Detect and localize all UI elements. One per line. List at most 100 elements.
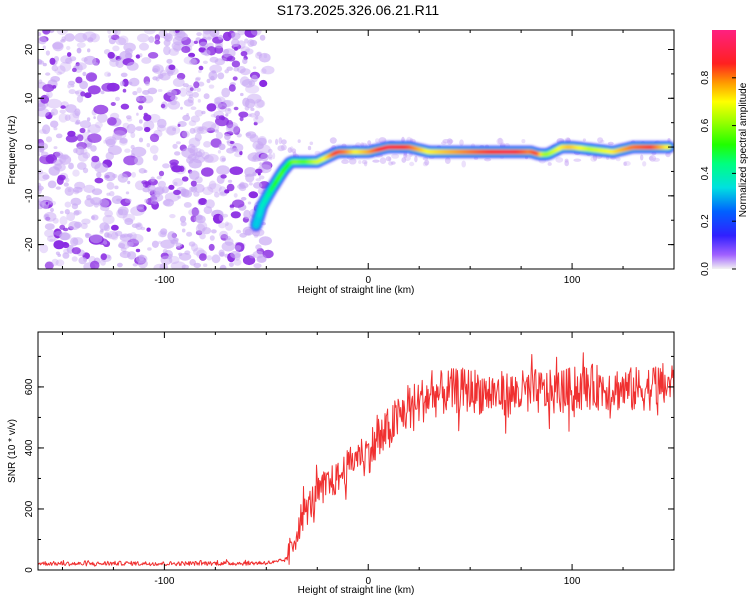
snr-panel: -100 0 100 0 200 400 600 Height of straight l…	[7, 331, 675, 596]
noise-speckle	[132, 263, 138, 267]
noise-speckle	[146, 143, 151, 148]
noise-speckle	[555, 157, 564, 163]
noise-speckle	[59, 232, 72, 241]
noise-speckle	[79, 80, 88, 90]
noise-speckle	[65, 134, 78, 143]
noise-speckle	[172, 237, 179, 243]
noise-speckle	[209, 56, 219, 63]
noise-speckle	[43, 211, 57, 222]
noise-speckle	[233, 193, 238, 198]
noise-speckle	[208, 180, 217, 190]
noise-speckle	[94, 121, 103, 129]
noise-speckle	[224, 133, 231, 140]
noise-speckle	[85, 232, 90, 237]
noise-speckle	[154, 40, 161, 45]
noise-speckle	[152, 65, 161, 73]
noise-speckle	[67, 84, 71, 89]
noise-speckle	[174, 151, 181, 156]
noise-speckle	[157, 118, 167, 129]
noise-speckle	[244, 30, 258, 38]
noise-speckle	[85, 72, 98, 82]
noise-speckle	[193, 191, 200, 197]
noise-speckle	[260, 68, 267, 74]
noise-speckle	[107, 254, 111, 259]
noise-speckle	[275, 138, 279, 145]
noise-speckle	[196, 87, 202, 93]
noise-speckle	[268, 157, 273, 161]
noise-speckle	[256, 99, 266, 108]
noise-speckle	[107, 51, 115, 59]
snr-y-axis-label: SNR (10 * v/v)	[7, 419, 18, 483]
noise-speckle	[260, 153, 269, 162]
noise-speckle	[218, 222, 227, 229]
noise-speckle	[190, 215, 197, 223]
noise-speckle	[102, 240, 108, 245]
noise-speckle	[309, 141, 314, 146]
noise-speckle	[48, 166, 60, 176]
noise-speckle	[202, 186, 214, 196]
noise-speckle	[234, 46, 238, 51]
noise-speckle	[363, 161, 368, 167]
noise-speckle	[259, 34, 266, 41]
noise-speckle	[252, 66, 257, 70]
noise-speckle	[82, 152, 91, 159]
noise-speckle	[250, 30, 262, 36]
noise-speckle	[163, 39, 171, 47]
noise-speckle	[186, 85, 194, 93]
noise-speckle	[94, 163, 109, 173]
noise-speckle	[82, 71, 87, 77]
noise-speckle	[252, 154, 258, 161]
noise-speckle	[193, 126, 205, 134]
y-tick-label: 200	[24, 500, 35, 517]
noise-speckle	[51, 64, 58, 72]
noise-speckle	[111, 231, 119, 241]
noise-speckle	[623, 161, 627, 166]
noise-speckle	[64, 209, 70, 215]
noise-speckle	[56, 176, 64, 185]
noise-speckle	[67, 52, 72, 57]
noise-speckle	[238, 183, 242, 187]
noise-speckle	[115, 96, 120, 101]
noise-speckle	[159, 72, 171, 81]
noise-speckle	[50, 207, 54, 213]
noise-speckle	[45, 136, 53, 143]
noise-speckle	[55, 259, 65, 267]
noise-speckle	[80, 222, 88, 230]
noise-speckle	[75, 62, 80, 67]
noise-speckle	[68, 89, 76, 95]
noise-speckle	[111, 133, 122, 141]
colorbar-tick-label: 0.4	[700, 166, 711, 180]
noise-speckle	[253, 121, 258, 126]
noise-speckle	[120, 247, 127, 252]
noise-speckle	[225, 221, 229, 227]
snr-frame	[37, 331, 675, 571]
noise-speckle	[245, 173, 255, 183]
noise-speckle	[249, 39, 258, 47]
noise-speckle	[53, 126, 58, 131]
noise-speckle	[227, 179, 233, 183]
noise-speckle	[181, 264, 189, 269]
noise-speckle	[156, 175, 162, 180]
noise-speckle	[208, 84, 215, 89]
noise-speckle	[497, 137, 503, 145]
noise-speckle	[93, 62, 99, 66]
noise-speckle	[126, 123, 136, 134]
noise-speckle	[253, 182, 263, 189]
noise-speckle	[198, 65, 204, 71]
noise-speckle	[76, 95, 84, 103]
noise-speckle	[38, 32, 42, 37]
noise-speckle	[103, 224, 111, 232]
noise-speckle	[379, 157, 387, 165]
noise-speckle	[203, 141, 212, 148]
noise-speckle	[70, 237, 79, 247]
noise-speckle	[255, 116, 259, 120]
noise-speckle	[190, 106, 197, 110]
noise-speckle	[87, 133, 102, 143]
noise-speckle	[199, 253, 207, 261]
noise-speckle	[245, 84, 260, 94]
noise-speckle	[191, 207, 199, 217]
noise-speckle	[160, 228, 168, 235]
noise-speckle	[119, 233, 132, 242]
noise-speckle	[225, 222, 233, 231]
noise-speckle	[45, 112, 53, 120]
